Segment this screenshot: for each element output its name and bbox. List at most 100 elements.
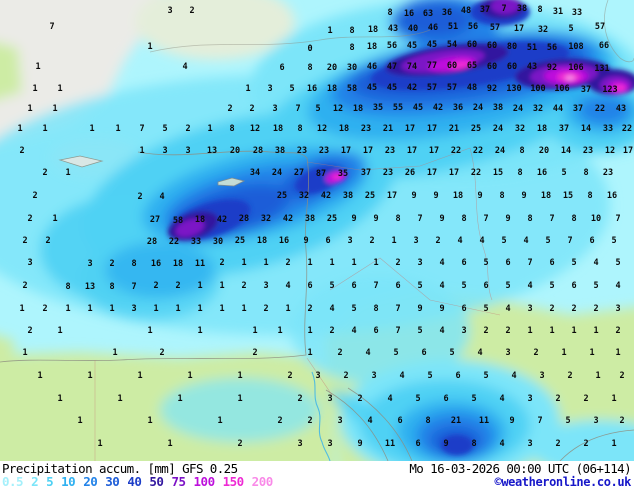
precip-value: 7 <box>395 326 400 336</box>
precip-value: 1 <box>219 281 224 291</box>
precip-value: 27 <box>294 168 304 178</box>
precip-value: 17 <box>387 191 397 201</box>
precip-value: 5 <box>571 258 576 268</box>
precip-value: 12 <box>250 124 260 134</box>
precip-value: 11 <box>195 259 205 269</box>
precip-value: 60 <box>487 41 497 51</box>
precip-value: 2 <box>549 304 554 314</box>
precip-value: 5 <box>568 24 573 34</box>
precip-value: 18 <box>541 191 551 201</box>
precip-value: 6 <box>307 281 312 291</box>
precip-value: 3 <box>167 6 172 16</box>
legend-value-30: 30 <box>105 474 120 489</box>
precip-value: 1 <box>561 348 566 358</box>
precip-value: 1 <box>52 104 57 114</box>
precip-value: 16 <box>307 84 317 94</box>
precip-value: 1 <box>57 84 62 94</box>
precip-value: 5 <box>545 236 550 246</box>
precip-value: 9 <box>439 214 444 224</box>
precip-value: 38 <box>305 214 315 224</box>
precip-value: 1 <box>17 124 22 134</box>
red-sea-east-coast <box>347 387 413 461</box>
precip-value: 6 <box>325 236 330 246</box>
precip-value: 24 <box>493 124 503 134</box>
anatolia-coast <box>137 150 308 159</box>
precip-value: 4 <box>285 281 290 291</box>
precip-value: 87 <box>316 169 326 179</box>
precip-value: 3 <box>131 304 136 314</box>
precip-value: 25 <box>365 191 375 201</box>
precip-value: 38 <box>493 103 503 113</box>
precip-value: 1 <box>241 258 246 268</box>
precip-value: 17 <box>341 146 351 156</box>
precip-value: 6 <box>549 258 554 268</box>
precip-value: 37 <box>480 5 490 15</box>
precip-value: 1 <box>57 326 62 336</box>
precip-value: 1 <box>197 326 202 336</box>
precip-value: 2 <box>619 371 624 381</box>
precip-value: 2 <box>593 304 598 314</box>
precip-value: 1 <box>32 84 37 94</box>
precip-value: 2 <box>219 258 224 268</box>
precip-value: 20 <box>327 63 337 73</box>
precip-value: 1 <box>391 236 396 246</box>
nile-river <box>311 371 331 461</box>
precip-value: 18 <box>173 259 183 269</box>
precip-value: 1 <box>351 258 356 268</box>
precip-value: 5 <box>329 281 334 291</box>
precip-value: 48 <box>461 6 471 16</box>
precip-value: 22 <box>473 146 483 156</box>
precip-value: 9 <box>373 214 378 224</box>
precip-value: 42 <box>433 103 443 113</box>
precip-value: 5 <box>427 371 432 381</box>
precip-value: 5 <box>315 104 320 114</box>
precip-value: 18 <box>195 215 205 225</box>
precip-value: 5 <box>505 281 510 291</box>
precip-value: 51 <box>527 43 537 53</box>
precip-value: 60 <box>447 61 457 71</box>
precip-value: 8 <box>395 214 400 224</box>
precip-value: 38 <box>343 191 353 201</box>
precip-value: 2 <box>297 394 302 404</box>
precip-value: 8 <box>587 191 592 201</box>
precip-value: 131 <box>594 64 609 74</box>
precip-value: 2 <box>241 281 246 291</box>
precip-value: 17 <box>427 124 437 134</box>
precip-value: 8 <box>527 214 532 224</box>
precip-value: 2 <box>307 416 312 426</box>
precip-value: 33 <box>603 124 613 134</box>
map-model: GFS 0.25 <box>182 461 238 476</box>
precip-value: 2 <box>287 371 292 381</box>
precip-value: 26 <box>405 168 415 178</box>
precip-value: 32 <box>261 214 271 224</box>
precip-value: 7 <box>483 214 488 224</box>
precip-value: 2 <box>533 348 538 358</box>
map-title: Precipitation accum. <box>2 461 141 476</box>
precip-value: 8 <box>373 304 378 314</box>
precip-value: 8 <box>471 439 476 449</box>
precip-value: 2 <box>555 439 560 449</box>
precip-value: 5 <box>351 304 356 314</box>
precip-value: 35 <box>338 169 348 179</box>
precip-value: 8 <box>297 124 302 134</box>
precip-value: 17 <box>407 146 417 156</box>
precip-value: 3 <box>417 258 422 268</box>
precip-value: 3 <box>267 84 272 94</box>
precip-value: 1 <box>97 439 102 449</box>
precip-value: 45 <box>407 41 417 51</box>
precip-value: 1 <box>329 258 334 268</box>
precip-value: 15 <box>563 191 573 201</box>
precip-value: 16 <box>537 168 547 178</box>
precip-value: 8 <box>537 5 542 15</box>
precip-value: 2 <box>277 416 282 426</box>
precip-value: 21 <box>449 124 459 134</box>
precip-legend: 0.5 2 5 10 20 30 40 50 75 100 150 200 <box>2 475 273 488</box>
precip-value: 43 <box>527 62 537 72</box>
precip-value: 1 <box>167 439 172 449</box>
precip-value: 20 <box>539 146 549 156</box>
precip-value: 9 <box>443 439 448 449</box>
precip-value: 4 <box>615 281 620 291</box>
precip-value: 4 <box>329 304 334 314</box>
precip-value: 23 <box>385 146 395 156</box>
red-sea-west-coast <box>325 389 389 461</box>
